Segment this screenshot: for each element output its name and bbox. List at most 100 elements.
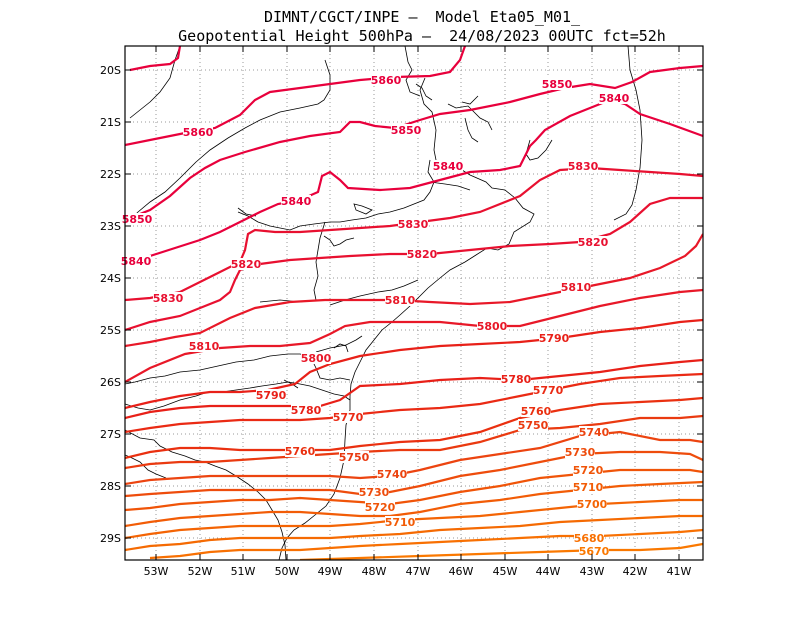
contour-label-5850: 5850 [391, 124, 422, 137]
contour-5670 [299, 542, 703, 560]
lon-label: 46W [449, 565, 474, 578]
contour-label-5720: 5720 [365, 501, 396, 514]
contour-label-halo [521, 405, 551, 417]
contour-label-5830: 5830 [153, 292, 184, 305]
contour-label-5710: 5710 [385, 516, 416, 529]
contour-label-5680: 5680 [574, 532, 605, 545]
contour-label-5780: 5780 [291, 404, 322, 417]
contour-label-halo [385, 294, 415, 306]
contour-label-halo [231, 258, 261, 270]
contour-label-5790: 5790 [256, 389, 287, 402]
contour-label-halo [359, 486, 389, 498]
contour-label-halo [301, 352, 331, 364]
contour-label-5820: 5820 [231, 258, 262, 271]
contour-5840 [125, 98, 703, 264]
contour-lines [125, 46, 703, 560]
contour-5860 [129, 46, 182, 72]
lat-label: 22S [100, 168, 121, 181]
contour-5790 [125, 318, 703, 410]
lon-label: 50W [275, 565, 300, 578]
chart-title-line-2: Geopotential Height 500hPa – 24/08/2023 … [178, 27, 666, 45]
chart-title-line-1: DIMNT/CGCT/INPE – Model Eta05_M01_ [263, 8, 581, 26]
contour-label-5770: 5770 [533, 384, 564, 397]
contour-label-halo [333, 411, 363, 423]
contour-label-halo [121, 255, 151, 267]
contour-label-5840: 5840 [281, 195, 312, 208]
lat-label: 23S [100, 220, 121, 233]
contour-label-halo [365, 501, 395, 513]
contour-label-halo [568, 160, 598, 172]
contour-label-halo [398, 218, 428, 230]
contour-label-5800: 5800 [301, 352, 332, 365]
contour-label-5800: 5800 [477, 320, 508, 333]
contour-label-5730: 5730 [359, 486, 390, 499]
contour-label-5850: 5850 [122, 213, 153, 226]
contour-label-5830: 5830 [568, 160, 599, 173]
contour-label-5810: 5810 [189, 340, 220, 353]
contour-label-halo [371, 74, 401, 86]
lon-label: 49W [318, 565, 343, 578]
lon-label: 52W [188, 565, 213, 578]
contour-label-halo [377, 468, 407, 480]
lon-label: 43W [580, 565, 605, 578]
contour-label-halo [501, 373, 531, 385]
lat-label: 28S [100, 480, 121, 493]
contour-label-halo [385, 516, 415, 528]
contour-5680 [149, 528, 703, 560]
lat-label: 29S [100, 532, 121, 545]
contour-label-halo [122, 213, 152, 225]
lon-label: 44W [536, 565, 561, 578]
lon-label: 48W [362, 565, 387, 578]
contour-label-5860: 5860 [183, 126, 214, 139]
contour-label-5840: 5840 [121, 255, 152, 268]
contour-label-halo [477, 320, 507, 332]
lat-label: 26S [100, 376, 121, 389]
contour-label-5840: 5840 [433, 160, 464, 173]
lat-label: 25S [100, 324, 121, 337]
contour-label-halo [573, 481, 603, 493]
lat-label: 27S [100, 428, 121, 441]
contour-label-halo [579, 426, 609, 438]
contour-5850 [125, 64, 703, 222]
lon-label: 47W [406, 565, 431, 578]
contour-label-halo [577, 498, 607, 510]
contour-5770 [125, 372, 703, 434]
contour-label-5770: 5770 [333, 411, 364, 424]
contour-label-5710: 5710 [573, 481, 604, 494]
contour-label-halo [339, 451, 369, 463]
contour-label-halo [281, 195, 311, 207]
axis-tick-labels: 20S 21S 22S 23S 24S 25S 26S 27S 28S 29S 53W 52W 51W 5… [100, 64, 692, 578]
contour-label-5860: 5860 [371, 74, 402, 87]
map-frame [124, 45, 704, 561]
contour-label-halo [542, 78, 572, 90]
contour-label-5730: 5730 [565, 446, 596, 459]
contour-label-5850: 5850 [542, 78, 573, 91]
lon-label: 45W [493, 565, 518, 578]
contour-5820 [125, 196, 703, 332]
contour-label-5840: 5840 [599, 92, 630, 105]
lon-label: 42W [623, 565, 648, 578]
contour-5690 [125, 514, 703, 552]
contour-label-5820: 5820 [578, 236, 609, 249]
contour-label-5720: 5720 [573, 464, 604, 477]
contour-label-halo [599, 92, 629, 104]
contour-label-5810: 5810 [561, 281, 592, 294]
contour-label-5820: 5820 [407, 248, 438, 261]
contour-label-halo [153, 292, 183, 304]
contour-label-halo [433, 160, 463, 172]
contour-labels: 5860 5860 5850 5850 5850 5840 5840 5840 5840 5830… [121, 74, 630, 558]
contour-label-5830: 5830 [398, 218, 429, 231]
contour-label-halo [539, 332, 569, 344]
contour-label-5760: 5760 [521, 405, 552, 418]
contour-label-5810: 5810 [385, 294, 416, 307]
lon-label: 53W [144, 565, 169, 578]
contour-label-halo [565, 446, 595, 458]
contour-5800 [125, 288, 703, 383]
contour-5750 [125, 414, 703, 470]
lat-label: 20S [100, 64, 121, 77]
lon-label: 41W [667, 565, 692, 578]
contour-label-5740: 5740 [377, 468, 408, 481]
contour-label-halo [285, 445, 315, 457]
contour-label-halo [256, 389, 286, 401]
